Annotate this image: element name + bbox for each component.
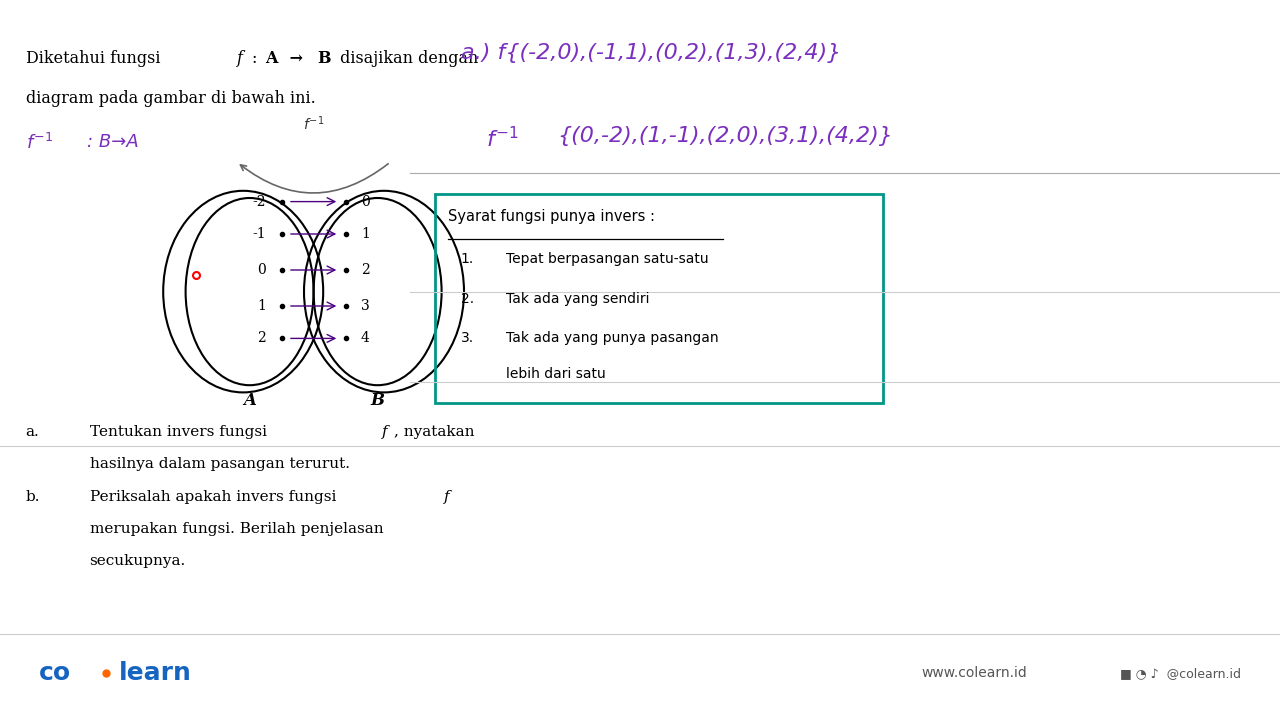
Text: 3.: 3. [461, 331, 474, 345]
Text: Diketahui fungsi: Diketahui fungsi [26, 50, 165, 68]
Text: 0: 0 [257, 263, 266, 277]
Text: disajikan dengan: disajikan dengan [335, 50, 479, 68]
Text: →: → [284, 50, 308, 68]
Text: lebih dari satu: lebih dari satu [506, 367, 605, 381]
Text: Periksalah apakah invers fungsi: Periksalah apakah invers fungsi [90, 490, 340, 503]
Text: Tak ada yang punya pasangan: Tak ada yang punya pasangan [506, 331, 718, 345]
Text: learn: learn [119, 661, 192, 685]
Text: $f^{-1}$: $f^{-1}$ [303, 114, 324, 133]
Text: A: A [265, 50, 278, 68]
Text: f: f [237, 50, 243, 68]
Text: 2.: 2. [461, 292, 474, 305]
Text: :: : [252, 50, 262, 68]
Text: Tentukan invers fungsi: Tentukan invers fungsi [90, 425, 271, 438]
Text: -2: -2 [252, 194, 266, 209]
Text: www.colearn.id: www.colearn.id [922, 666, 1028, 680]
Text: b.: b. [26, 490, 40, 503]
Text: $f^{-1}$: $f^{-1}$ [486, 126, 520, 151]
Text: Syarat fungsi punya invers :: Syarat fungsi punya invers : [448, 209, 655, 224]
Text: $f^{-1}$: $f^{-1}$ [26, 133, 52, 153]
Text: 4: 4 [361, 331, 370, 346]
Text: a.) f{(-2,0),(-1,1),(0,2),(1,3),(2,4)}: a.) f{(-2,0),(-1,1),(0,2),(1,3),(2,4)} [461, 43, 841, 63]
Text: Tak ada yang sendiri: Tak ada yang sendiri [506, 292, 649, 305]
Text: co: co [38, 661, 70, 685]
Text: merupakan fungsi. Berilah penjelasan: merupakan fungsi. Berilah penjelasan [90, 522, 383, 536]
Text: 1: 1 [361, 227, 370, 241]
Text: B: B [317, 50, 332, 68]
Text: a.: a. [26, 425, 40, 438]
Text: 2: 2 [361, 263, 370, 277]
Text: , nyatakan: , nyatakan [394, 425, 475, 438]
Text: 0: 0 [361, 194, 370, 209]
Text: 1.: 1. [461, 252, 474, 266]
Text: {(0,-2),(1,-1),(2,0),(3,1),(4,2)}: {(0,-2),(1,-1),(2,0),(3,1),(4,2)} [557, 126, 892, 146]
Text: 3: 3 [361, 299, 370, 313]
Text: ■ ◔ ♪  @colearn.id: ■ ◔ ♪ @colearn.id [1120, 667, 1242, 680]
Text: : B→A: : B→A [87, 133, 138, 151]
Text: -1: -1 [252, 227, 266, 241]
Text: A: A [243, 392, 256, 410]
Text: secukupnya.: secukupnya. [90, 554, 186, 568]
Text: Tepat berpasangan satu-satu: Tepat berpasangan satu-satu [506, 252, 708, 266]
Text: hasilnya dalam pasangan terurut.: hasilnya dalam pasangan terurut. [90, 457, 349, 471]
Text: f: f [444, 490, 449, 503]
Text: B: B [371, 392, 384, 410]
Text: f: f [381, 425, 387, 438]
Text: 2: 2 [257, 331, 266, 346]
Text: 1: 1 [257, 299, 266, 313]
Text: diagram pada gambar di bawah ini.: diagram pada gambar di bawah ini. [26, 90, 315, 107]
